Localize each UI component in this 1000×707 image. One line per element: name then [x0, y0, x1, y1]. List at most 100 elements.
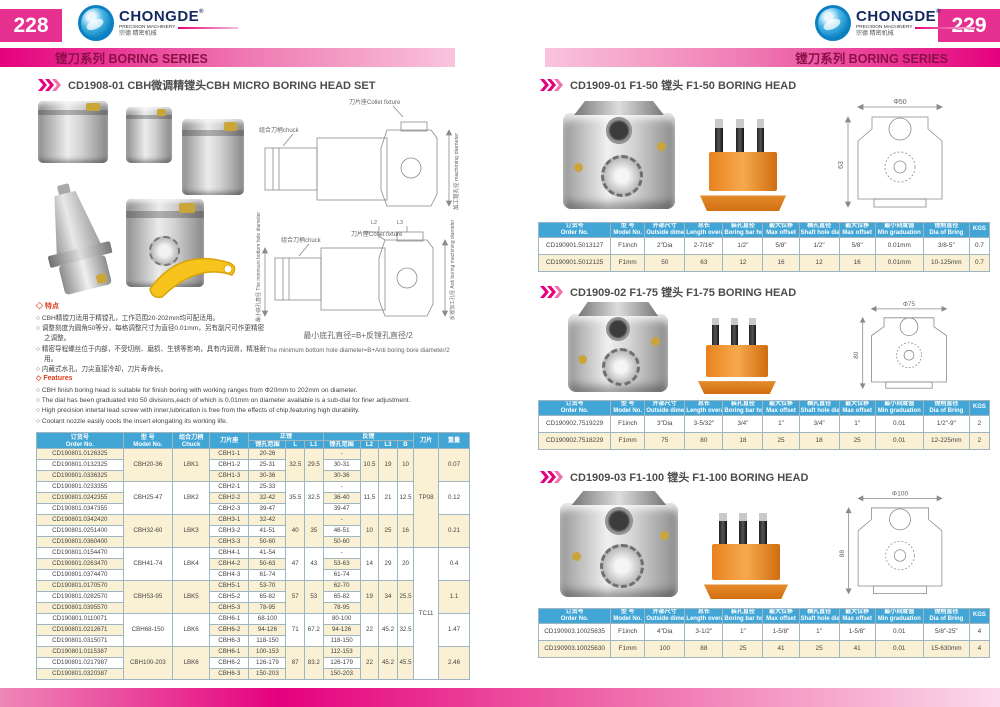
- product-row-f1-75: Φ75 80: [538, 300, 990, 398]
- svg-text:88: 88: [839, 550, 846, 558]
- table-row: CD190801.0233355 CBH25-47 LBK2 CBH2-1 25-33 3…: [36, 481, 471, 515]
- order-no: CD190801.0251400: [36, 525, 124, 537]
- l-value: 47: [285, 547, 306, 581]
- reverse-bore-range: 80-100: [322, 613, 361, 625]
- model-no: CBH68-150: [122, 613, 174, 647]
- page-number-right: 229: [938, 9, 1000, 42]
- spec-value: 25: [798, 639, 840, 658]
- svg-text:组合刀柄chuck: 组合刀柄chuck: [259, 126, 300, 134]
- order-no: CD190801.0233355: [36, 481, 124, 493]
- svg-text:Φ50: Φ50: [893, 99, 906, 106]
- technical-drawing-cbh: 刀片座Collet fixture 组合刀柄chuck 加工镗孔径 machin…: [255, 98, 460, 354]
- section-title-f1-75: CD1909-02 F1-75 镗头 F1-75 BORING HEAD: [540, 284, 796, 300]
- spec-value: 5/8"-25": [922, 622, 970, 641]
- product-photo-cbh-set: [30, 95, 255, 300]
- l3-value: 19: [378, 448, 398, 482]
- spec-value: 2: [968, 414, 991, 433]
- table-row: CD190801.0320387 CBH6-3 150-203 150-203: [36, 668, 470, 680]
- series-bar-right: 镗刀系列 BORING SERIES: [545, 48, 1000, 67]
- order-no: CD190801.0110071: [36, 613, 124, 625]
- forward-bore-range: 94-126: [248, 624, 287, 636]
- product-row-f1-50: Φ50 63: [538, 95, 990, 220]
- order-no: CD190801.0154470: [36, 547, 124, 559]
- reverse-bore-range: -: [322, 514, 361, 526]
- l2-value: 14: [359, 547, 380, 581]
- l3-value: 25: [378, 514, 398, 548]
- spec-value: 16: [762, 253, 800, 272]
- table-row: CD190801.0126325 CBH20-36 LBK1 CBH1-1 20-26 3…: [36, 448, 471, 548]
- reverse-bore-range: 61-74: [322, 569, 361, 581]
- insert-seat: CBH3-2: [209, 525, 250, 537]
- spec-value: 41: [838, 639, 876, 658]
- technical-drawing-f1-75: Φ75 80: [853, 301, 948, 390]
- section-title-f1-100: CD1909-03 F1-100 镗头 F1-100 BORING HEAD: [540, 469, 808, 485]
- table-row: CD190801.0395570 CBH5-3 78-95 78-95: [36, 602, 470, 614]
- header-l2: L2: [359, 440, 380, 449]
- reverse-bore-range: 78-95: [322, 602, 361, 614]
- table-row: CD190801.0347355 CBH2-3 39-47 39-47: [36, 503, 470, 515]
- l-value: 71: [285, 613, 306, 647]
- reverse-bore-range: 65-82: [322, 591, 361, 603]
- section-title-f1-50: CD1909-01 F1-50 镗头 F1-50 BORING HEAD: [540, 77, 796, 93]
- series-bar-left: 镗刀系列 BORING SERIES: [0, 48, 455, 67]
- spec-value: F1inch: [610, 236, 646, 255]
- model-no: CBH53-95: [122, 580, 174, 614]
- order-no: CD190902.7518229: [537, 431, 612, 450]
- order-no: CD190801.0315071: [36, 635, 124, 647]
- reverse-bore-range: 46-51: [322, 525, 361, 537]
- order-no: CD190901.5013127: [537, 236, 612, 255]
- l2-value: 22: [359, 613, 380, 647]
- order-no: CD190801.0395570: [36, 602, 124, 614]
- spec-value: 0.7: [968, 236, 991, 255]
- spec-value: 2: [968, 431, 991, 450]
- insert-seat: CBH1-3: [209, 470, 250, 482]
- header-bore-range: 镗孔范围: [322, 440, 361, 449]
- spec-value: 50: [644, 253, 686, 272]
- order-no: CD190801.0342420: [36, 514, 124, 526]
- page-number-left: 228: [0, 9, 62, 42]
- order-no: CD190801.0126325: [36, 448, 124, 460]
- forward-bore-range: 118-150: [248, 635, 287, 647]
- svg-text:Φ75: Φ75: [903, 301, 915, 308]
- reverse-bore-range: 50-60: [322, 536, 361, 548]
- chuck: LBK6: [172, 646, 211, 680]
- reverse-bore-range: 112-153: [322, 646, 361, 658]
- brand-globe-icon: [78, 5, 114, 41]
- forward-bore-range: 41-51: [248, 525, 287, 537]
- f1-75-spec-table: 订货号 Order No. 型 号 Model No. 外部尺寸 Outside dime…: [537, 400, 991, 450]
- b-value: 16: [396, 514, 415, 548]
- spec-value: F1mm: [610, 431, 646, 450]
- spec-value: 1/2": [798, 236, 840, 255]
- boring-head-photo: [182, 119, 244, 195]
- reverse-bore-range: 39-47: [322, 503, 361, 515]
- header-bore-range: 镗孔范围: [248, 440, 287, 449]
- spec-value: 1/2": [722, 236, 764, 255]
- brand-globe-icon: [815, 5, 851, 41]
- order-no: CD190801.0132325: [36, 459, 124, 471]
- column-header: 订货号 Order No.: [537, 400, 612, 416]
- spec-value: 3-5/32": [684, 414, 724, 433]
- l-value: 32.5: [285, 448, 306, 482]
- table-row: CD190902.7518229 F1mm 75 80 18 25 18 25 0.01 12-2…: [537, 431, 991, 450]
- forward-bore-range: 39-47: [248, 503, 287, 515]
- spec-value: 18: [798, 431, 840, 450]
- spec-value: 4: [968, 622, 991, 641]
- features-chinese: ◇ 特点 ○ CBH精镗刀适用于精镗孔，工作范围20-202mm均可配适用。 ○ …: [36, 302, 268, 375]
- column-header: 镗削直径 Dia of Bring: [922, 222, 970, 238]
- l-value: 57: [285, 580, 306, 614]
- chuck: LBK6: [172, 613, 211, 647]
- brand-subtitle: PRECISION MACHINERY: [119, 25, 176, 31]
- feature-item: ○ 精密导程螺丝位于内部，不受切削、磨损、生锈等影响，具有内润滑，精准耐用。: [36, 345, 267, 363]
- insert-seat: CBH2-2: [209, 492, 250, 504]
- boring-head-photo: [38, 101, 108, 163]
- order-no: CD190801.0242355: [36, 492, 124, 504]
- insert-seat: CBH5-1: [209, 580, 250, 592]
- spec-value: 75: [644, 431, 686, 450]
- feature-item: ○ 调整刻度为圆角50等分，每格调整尺寸为直径0.01mm，另有副尺可作更精密之…: [36, 325, 265, 343]
- order-no: CD190801.0347355: [36, 503, 124, 515]
- order-no: CD190801.0263470: [36, 558, 124, 570]
- spec-value: 5/8": [838, 236, 876, 255]
